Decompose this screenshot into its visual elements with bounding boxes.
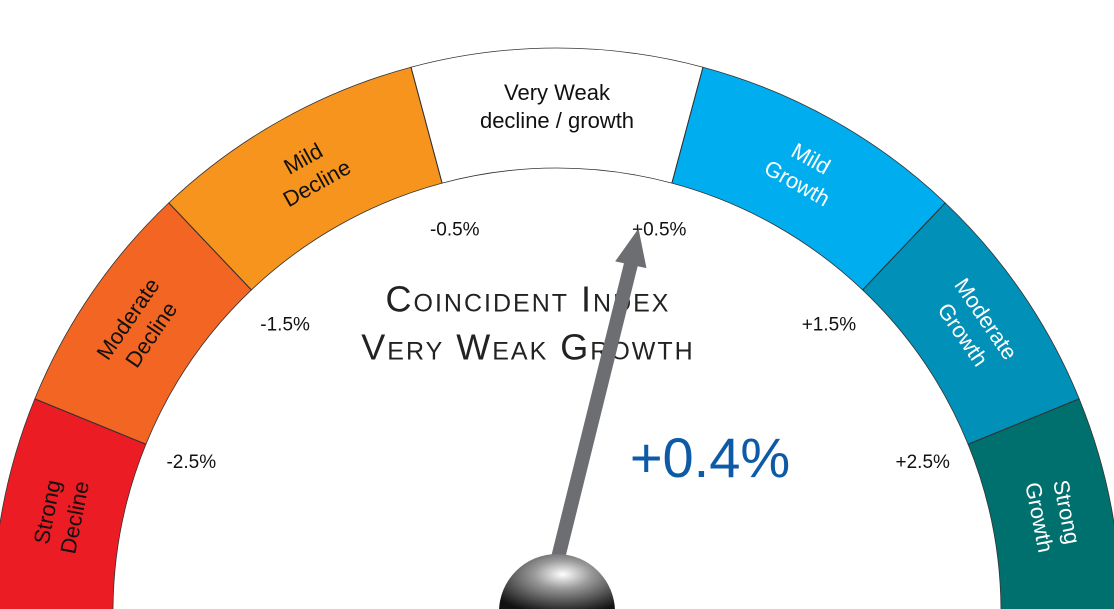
tick-line bbox=[671, 67, 704, 184]
segment-label-line: decline / growth bbox=[480, 108, 634, 133]
gauge-segment bbox=[967, 398, 1114, 609]
value-label: +0.4% bbox=[630, 426, 790, 489]
tick-label: -1.5% bbox=[260, 314, 310, 335]
tick-line bbox=[967, 398, 1080, 445]
segment-label: Very Weak decline / growth bbox=[480, 80, 634, 133]
tick-line bbox=[410, 67, 443, 184]
tick-line bbox=[34, 398, 147, 445]
tick-line bbox=[862, 202, 946, 291]
title-line: Very Weak Growth bbox=[361, 327, 694, 368]
tick-label: -0.5% bbox=[430, 219, 480, 240]
ticks: -2.5% -1.5% -0.5% +0.5% +1.5% +2.5% bbox=[34, 67, 1080, 473]
tick-label: +0.5% bbox=[632, 219, 687, 240]
segments: StrongDeclineModerateDeclineMildDeclineV… bbox=[0, 47, 1114, 609]
tick-label: +1.5% bbox=[802, 314, 857, 335]
needle-hub bbox=[499, 554, 615, 609]
tick-label: -2.5% bbox=[166, 452, 216, 473]
needle bbox=[550, 228, 647, 564]
tick-line bbox=[168, 202, 252, 291]
needle-group bbox=[499, 228, 647, 609]
tick-label: +2.5% bbox=[896, 452, 951, 473]
segment-label-line: Very Weak bbox=[504, 80, 611, 105]
